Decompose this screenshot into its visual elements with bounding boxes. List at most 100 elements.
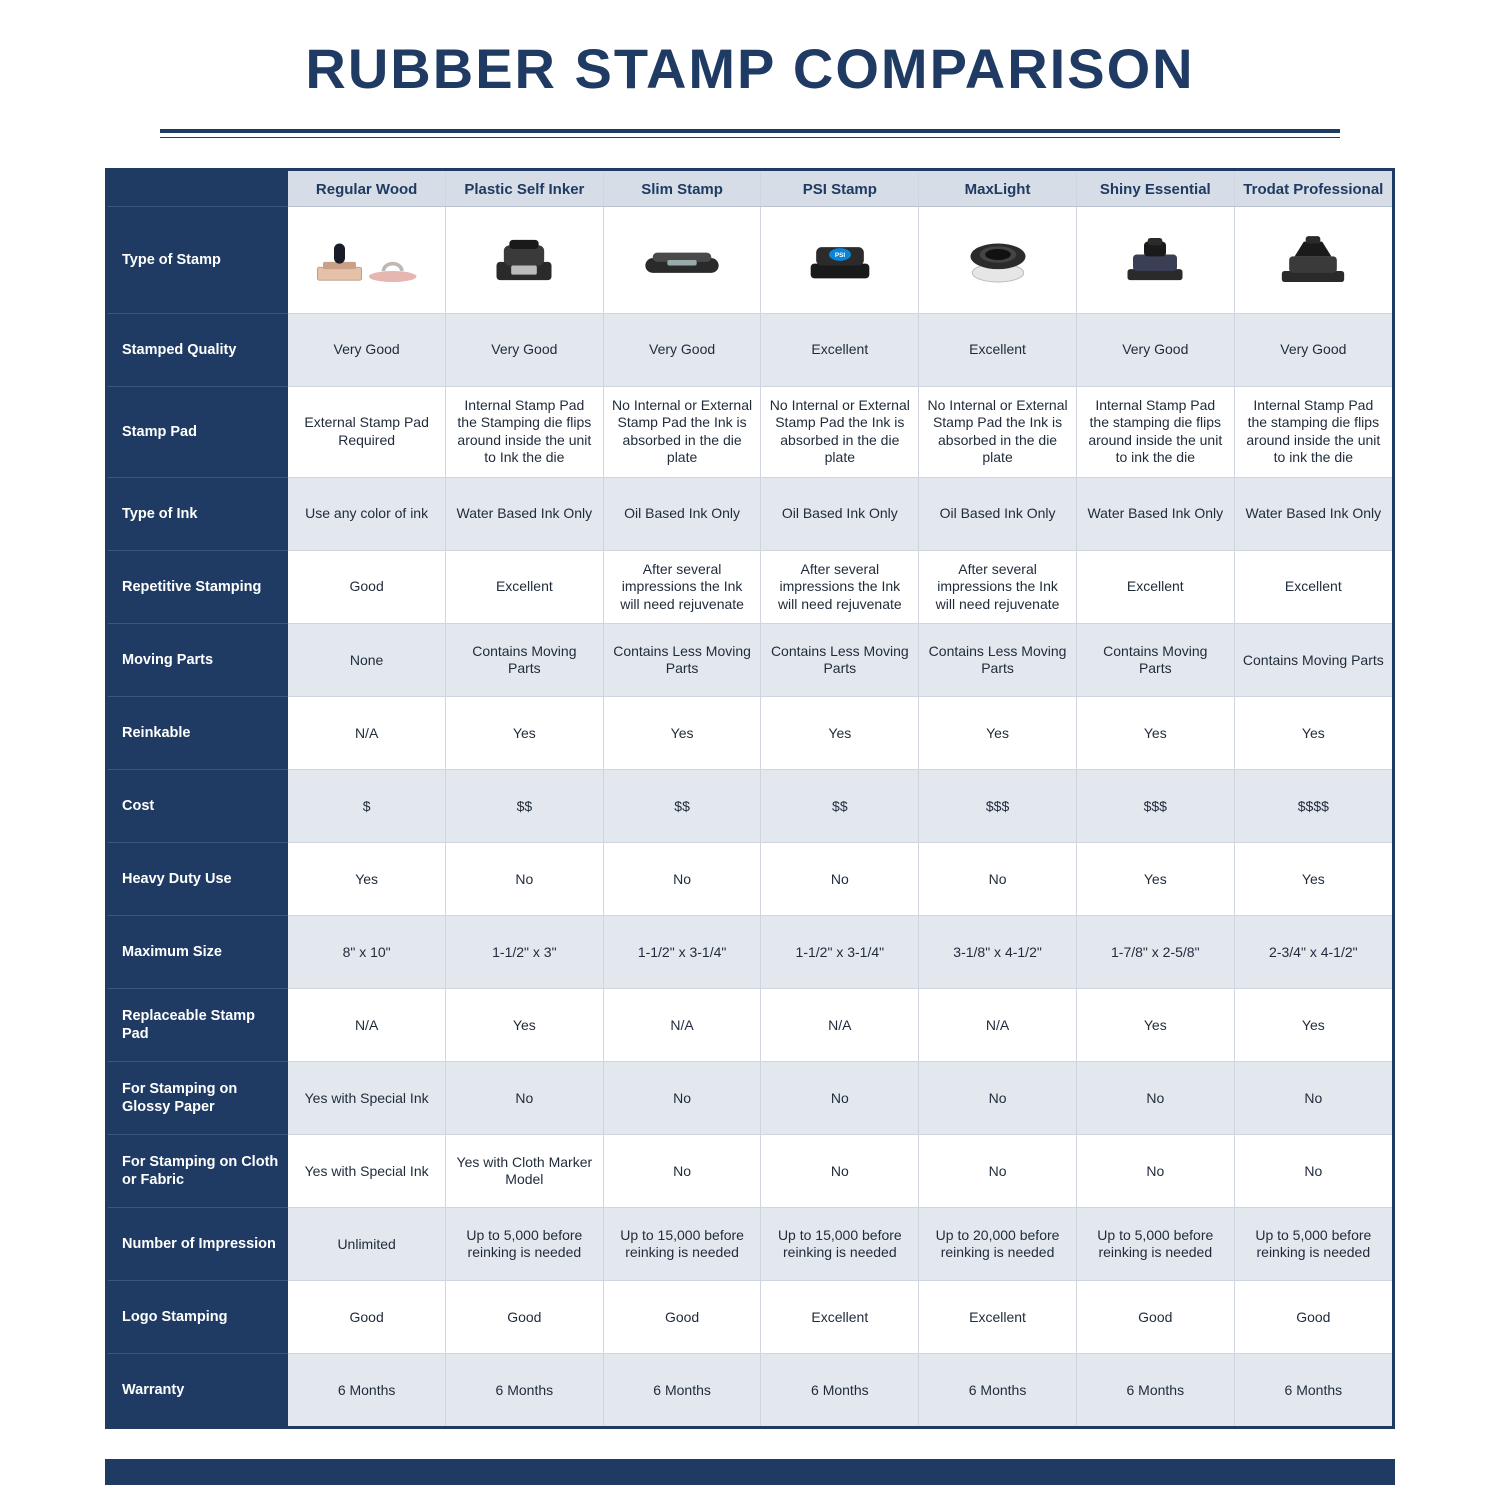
- column-header: Shiny Essential: [1076, 171, 1234, 206]
- table-cell: 1-7/8" x 2-5/8": [1076, 916, 1234, 989]
- table-header-row: Regular Wood Plastic Self Inker Slim Sta…: [108, 171, 1392, 206]
- table-row: Stamp Pad External Stamp Pad Required In…: [108, 386, 1392, 477]
- row-label: For Stamping on Glossy Paper: [108, 1062, 288, 1135]
- comparison-table: Regular Wood Plastic Self Inker Slim Sta…: [108, 171, 1392, 1426]
- table-row: Logo Stamping Good Good Good Excellent E…: [108, 1281, 1392, 1354]
- table-body: Type of Stamp: [108, 206, 1392, 1426]
- table-cell: 6 Months: [1076, 1354, 1234, 1427]
- row-label: Type of Ink: [108, 477, 288, 550]
- table-cell: Excellent: [445, 550, 603, 624]
- row-label: Cost: [108, 770, 288, 843]
- regular-wood-stamp-icon: [296, 232, 437, 288]
- table-cell: Good: [288, 1281, 446, 1354]
- table-row: Maximum Size 8" x 10" 1-1/2" x 3" 1-1/2"…: [108, 916, 1392, 989]
- page-title: RUBBER STAMP COMPARISON: [0, 36, 1500, 101]
- table-cell: 1-1/2" x 3-1/4": [761, 916, 919, 989]
- table-cell: Yes: [761, 697, 919, 770]
- footer-bar: [105, 1459, 1395, 1485]
- table-cell: Excellent: [919, 313, 1077, 386]
- table-cell: After several impressions the Ink will n…: [761, 550, 919, 624]
- table-cell: Good: [288, 550, 446, 624]
- table-cell: $$: [603, 770, 761, 843]
- table-cell: None: [288, 624, 446, 697]
- table-cell: No Internal or External Stamp Pad the In…: [919, 386, 1077, 477]
- table-cell: No: [1234, 1135, 1392, 1208]
- table-cell: No: [919, 843, 1077, 916]
- table-cell: $$: [445, 770, 603, 843]
- table-row: Stamped Quality Very Good Very Good Very…: [108, 313, 1392, 386]
- table-cell: Up to 20,000 before reinking is needed: [919, 1208, 1077, 1281]
- table-cell: $$: [761, 770, 919, 843]
- table-cell: Yes: [603, 697, 761, 770]
- column-header: Slim Stamp: [603, 171, 761, 206]
- table-cell: Yes with Cloth Marker Model: [445, 1135, 603, 1208]
- row-label: Heavy Duty Use: [108, 843, 288, 916]
- svg-text:PSI: PSI: [835, 252, 846, 259]
- table-cell: No: [603, 843, 761, 916]
- table-cell: Excellent: [761, 1281, 919, 1354]
- table-cell: Water Based Ink Only: [1234, 477, 1392, 550]
- table-cell: Yes: [1076, 697, 1234, 770]
- table-cell: Up to 5,000 before reinking is needed: [1234, 1208, 1392, 1281]
- table-cell: Oil Based Ink Only: [603, 477, 761, 550]
- table-row: Type of Stamp: [108, 206, 1392, 313]
- table-cell: Excellent: [919, 1281, 1077, 1354]
- table-cell: No Internal or External Stamp Pad the In…: [603, 386, 761, 477]
- table-cell: Water Based Ink Only: [445, 477, 603, 550]
- table-cell: 2-3/4" x 4-1/2": [1234, 916, 1392, 989]
- table-cell: Very Good: [288, 313, 446, 386]
- table-cell: 6 Months: [445, 1354, 603, 1427]
- table-cell: $$$: [1076, 770, 1234, 843]
- table-cell: Water Based Ink Only: [1076, 477, 1234, 550]
- maxlight-stamp-icon: [927, 232, 1068, 288]
- table-cell: 1-1/2" x 3-1/4": [603, 916, 761, 989]
- table-cell: No: [919, 1135, 1077, 1208]
- table-row: Moving Parts None Contains Moving Parts …: [108, 624, 1392, 697]
- comparison-table-wrap: Regular Wood Plastic Self Inker Slim Sta…: [105, 168, 1395, 1429]
- table-cell: Yes: [445, 989, 603, 1062]
- plastic-self-inker-icon: [454, 232, 595, 288]
- table-cell: Use any color of ink: [288, 477, 446, 550]
- corner-cell: [108, 171, 288, 206]
- table-row: Replaceable Stamp Pad N/A Yes N/A N/A N/…: [108, 989, 1392, 1062]
- row-label: Maximum Size: [108, 916, 288, 989]
- table-cell: No: [1234, 1062, 1392, 1135]
- row-label: Logo Stamping: [108, 1281, 288, 1354]
- divider-thin: [160, 137, 1340, 138]
- table-cell: Internal Stamp Pad the Stamping die flip…: [445, 386, 603, 477]
- table-cell: N/A: [288, 697, 446, 770]
- row-label: Replaceable Stamp Pad: [108, 989, 288, 1062]
- divider-thick: [160, 129, 1340, 133]
- table-cell: Internal Stamp Pad the stamping die flip…: [1234, 386, 1392, 477]
- table-row: For Stamping on Glossy Paper Yes with Sp…: [108, 1062, 1392, 1135]
- shiny-essential-stamp-icon: [1085, 232, 1226, 288]
- table-cell: 6 Months: [288, 1354, 446, 1427]
- column-header: Regular Wood: [288, 171, 446, 206]
- table-row: Reinkable N/A Yes Yes Yes Yes Yes Yes: [108, 697, 1392, 770]
- row-label: Number of Impression: [108, 1208, 288, 1281]
- table-cell: Up to 15,000 before reinking is needed: [761, 1208, 919, 1281]
- table-cell: Yes: [445, 697, 603, 770]
- table-cell: No: [603, 1135, 761, 1208]
- table-cell: 6 Months: [1234, 1354, 1392, 1427]
- table-cell: Very Good: [603, 313, 761, 386]
- table-cell: No: [445, 1062, 603, 1135]
- stamp-image-cell: [288, 206, 446, 313]
- row-label: Moving Parts: [108, 624, 288, 697]
- table-cell: Good: [1076, 1281, 1234, 1354]
- table-cell: N/A: [919, 989, 1077, 1062]
- table-cell: Yes with Special Ink: [288, 1135, 446, 1208]
- table-cell: N/A: [761, 989, 919, 1062]
- stamp-image-cell: [1076, 206, 1234, 313]
- table-cell: 6 Months: [919, 1354, 1077, 1427]
- table-cell: No: [761, 843, 919, 916]
- table-cell: Up to 5,000 before reinking is needed: [1076, 1208, 1234, 1281]
- psi-stamp-icon: PSI: [769, 232, 910, 288]
- table-cell: N/A: [288, 989, 446, 1062]
- table-cell: Very Good: [1076, 313, 1234, 386]
- row-label: Warranty: [108, 1354, 288, 1427]
- table-cell: $: [288, 770, 446, 843]
- table-cell: Yes: [1076, 843, 1234, 916]
- table-cell: No: [1076, 1062, 1234, 1135]
- slim-stamp-icon: [612, 232, 753, 288]
